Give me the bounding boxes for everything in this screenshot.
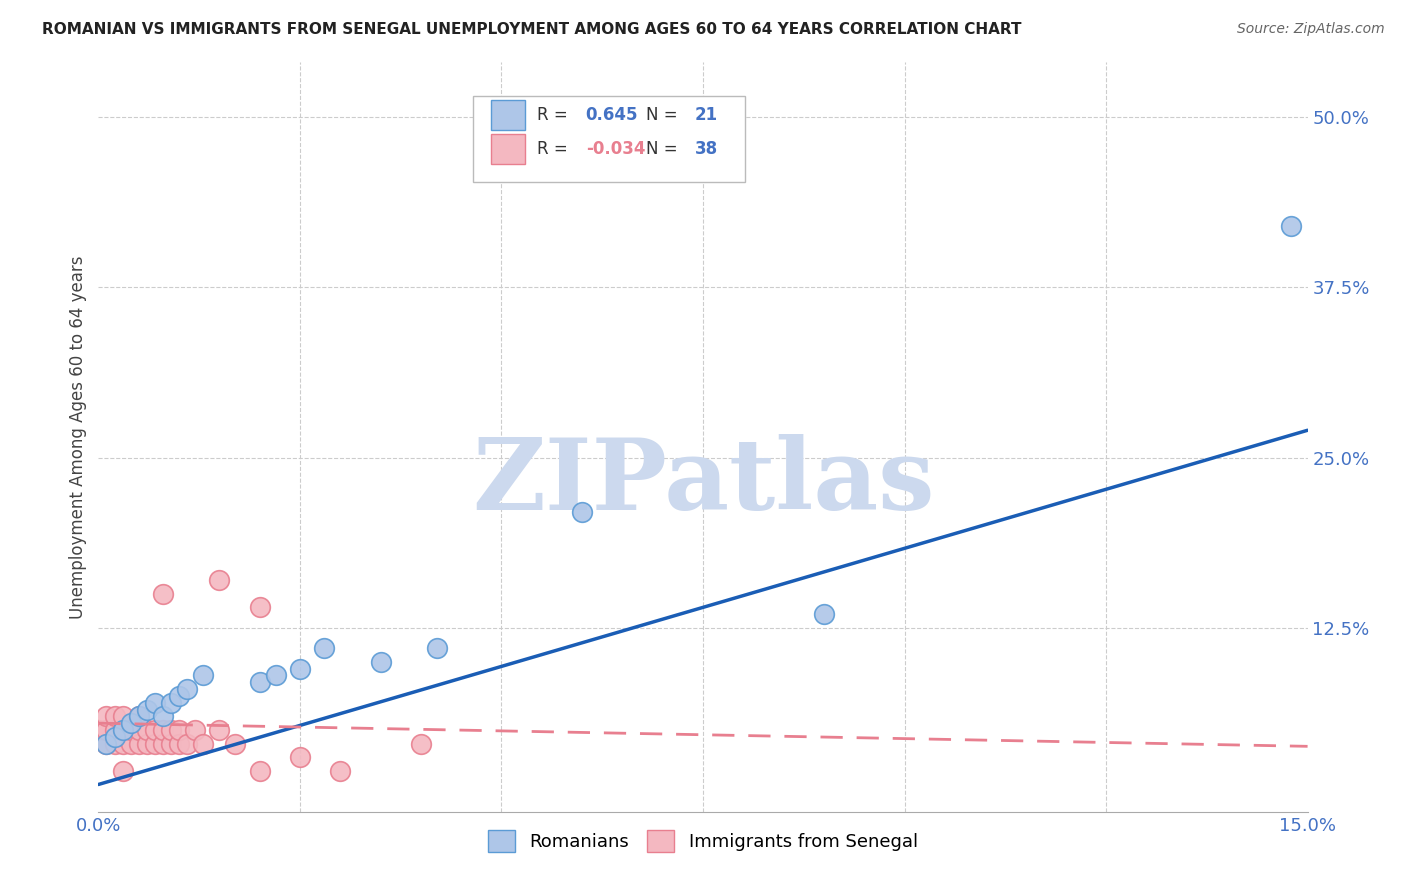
Point [135,702,157,716]
Point [409,737,432,751]
Point [111,709,134,723]
Point [96,709,118,723]
Point [249,675,271,690]
Point [128,709,150,723]
Legend: Romanians, Immigrants from Senegal: Romanians, Immigrants from Senegal [481,822,925,859]
Text: N =: N = [647,140,683,158]
Point [143,723,166,737]
Point [288,662,311,676]
Point [152,587,174,601]
Point [329,764,352,778]
Point [152,723,174,737]
Point [160,723,183,737]
Point [103,723,125,737]
Point [96,723,118,737]
Point [128,709,150,723]
Point [160,696,183,710]
Point [193,668,215,682]
Point [103,730,125,744]
Text: ZIPatlas: ZIPatlas [472,434,934,531]
FancyBboxPatch shape [492,134,526,163]
Point [167,723,190,737]
Point [96,737,118,751]
Point [193,737,215,751]
Text: Source: ZipAtlas.com: Source: ZipAtlas.com [1237,22,1385,37]
FancyBboxPatch shape [474,96,745,182]
Point [288,750,311,764]
Point [135,737,157,751]
Point [111,737,134,751]
Point [143,696,166,710]
Text: 38: 38 [695,140,717,158]
Point [152,709,174,723]
Point [813,607,835,622]
Point [120,716,142,731]
Text: ROMANIAN VS IMMIGRANTS FROM SENEGAL UNEMPLOYMENT AMONG AGES 60 TO 64 YEARS CORRE: ROMANIAN VS IMMIGRANTS FROM SENEGAL UNEM… [42,22,1022,37]
Point [120,737,142,751]
Point [128,737,150,751]
Point [208,723,231,737]
Point [111,723,134,737]
Point [87,723,110,737]
Point [152,737,174,751]
Point [249,764,271,778]
Point [120,723,142,737]
Point [167,737,190,751]
Point [128,723,150,737]
Text: -0.034: -0.034 [586,140,645,158]
Text: R =: R = [537,106,574,124]
Point [208,573,231,587]
Point [103,737,125,751]
FancyBboxPatch shape [492,100,526,130]
Point [184,723,207,737]
Point [167,689,190,703]
Point [249,600,271,615]
Point [176,682,198,697]
Text: N =: N = [647,106,683,124]
Y-axis label: Unemployment Among Ages 60 to 64 years: Unemployment Among Ages 60 to 64 years [69,255,87,619]
Point [111,764,134,778]
Point [103,709,125,723]
Text: 0.645: 0.645 [586,106,638,124]
Point [143,737,166,751]
Point [224,737,246,751]
Text: R =: R = [537,140,574,158]
Point [314,641,336,656]
Point [135,723,157,737]
Point [426,641,449,656]
Point [264,668,287,682]
Point [571,505,593,519]
Point [370,655,392,669]
Point [111,723,134,737]
Point [96,737,118,751]
Point [1281,219,1303,233]
Text: 21: 21 [695,106,717,124]
Point [160,737,183,751]
Point [176,737,198,751]
